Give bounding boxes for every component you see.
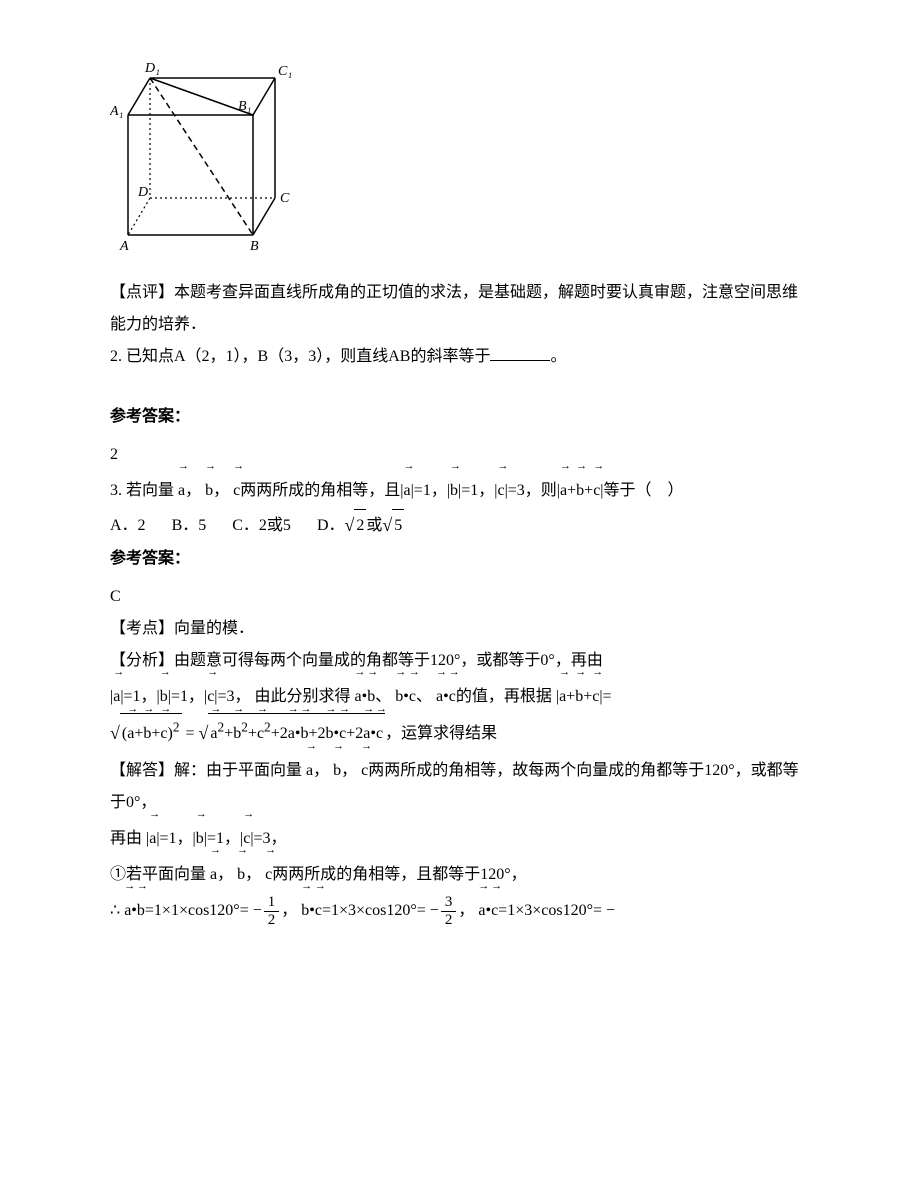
vec-b: b <box>205 471 213 507</box>
question-2: 2. 已知点A（2，1），B（3，3），则直线AB的斜率等于。 <box>110 341 810 373</box>
sqrt-expansion-1: (a+b+c)2 <box>120 713 182 750</box>
jiedai-line1: 【解答】解：由于平面向量 a， b， c两两所成的角相等，故每两个向量成的角都等… <box>110 751 810 819</box>
blank-field <box>490 343 550 361</box>
option-a: A．2 <box>110 510 146 542</box>
label-a1: A₁ <box>110 104 123 119</box>
q3-options: A．2 B．5 C．2或5 D．√2或√5 <box>110 507 810 543</box>
answer-q3: C <box>110 581 810 613</box>
answer-label-q3: 参考答案： <box>110 543 810 575</box>
label-c1: C₁ <box>278 64 292 79</box>
calc-line: ∴ a•b=1×1×cos120°= −12， b•c=1×3×cos120°=… <box>110 891 810 928</box>
cube-diagram: D₁ C₁ A₁ B₁ D C A B <box>110 60 810 267</box>
vec-a: a <box>178 471 185 507</box>
option-c: C．2或5 <box>232 510 291 542</box>
label-a: A <box>119 239 129 254</box>
vec-c: c <box>233 471 240 507</box>
review-text: 【点评】本题考查异面直线所成角的正切值的求法，是基础题，解题时要认真审题，注意空… <box>110 277 810 341</box>
case1: ①若平面向量 a， b， c两两所成的角相等，且都等于120°， <box>110 855 810 891</box>
label-d: D <box>137 185 148 200</box>
fenxi-line3: √(a+b+c)2 = √a2+b2+c2+2a•b+2b•c+2a•c，运算求… <box>110 713 810 751</box>
label-b: B <box>250 239 259 254</box>
label-d1: D₁ <box>144 61 160 76</box>
option-b: B．5 <box>172 510 207 542</box>
label-b1: B₁ <box>238 99 251 114</box>
kaodian: 【考点】向量的模． <box>110 613 810 645</box>
question-3: 3. 若向量 a， b， c两两所成的角相等，且|a|=1，|b|=1，|c|=… <box>110 471 810 507</box>
sqrt-expansion-2: a2+b2+c2+2a•b+2b•c+2a•c <box>208 713 385 750</box>
review-label: 【点评】 <box>110 284 174 301</box>
option-d: D．√2或√5 <box>317 507 404 543</box>
label-c: C <box>280 191 290 206</box>
frac-threehalf: 32 <box>441 894 457 928</box>
answer-label-q2: 参考答案： <box>110 401 810 433</box>
frac-half: 12 <box>264 894 280 928</box>
